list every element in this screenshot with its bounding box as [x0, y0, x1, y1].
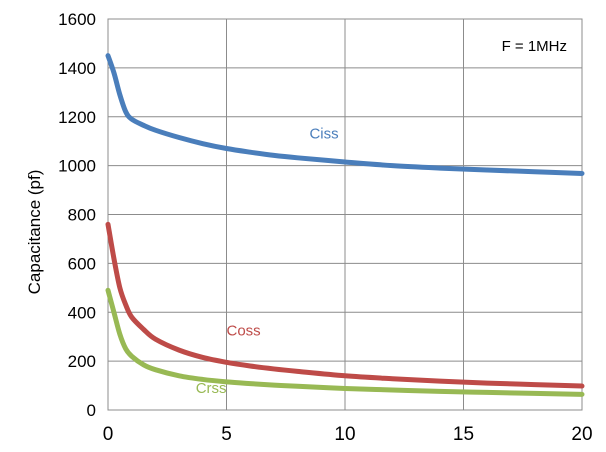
- series-line-coss: [105, 221, 585, 389]
- y-tick-label: 600: [68, 254, 96, 273]
- x-tick-label: 0: [103, 424, 114, 445]
- plot-frame: [107, 18, 583, 411]
- series-layer: [105, 53, 585, 397]
- annotation-box: [466, 28, 578, 62]
- x-tick-label: 15: [453, 424, 474, 445]
- x-tick-label: 5: [221, 424, 232, 445]
- y-tick-label: 400: [68, 303, 96, 322]
- y-axis-label: Capacitance (pf): [25, 170, 44, 295]
- y-tick-label: 800: [68, 206, 96, 225]
- series-label-coss: Coss: [227, 322, 261, 339]
- x-tick-label: 20: [571, 424, 592, 445]
- y-tick-label: 0: [87, 401, 96, 420]
- series-label-crss: Crss: [196, 380, 227, 397]
- label-layer: Ciss Coss Crss: [196, 126, 339, 397]
- y-tick-label: 1200: [58, 108, 96, 127]
- frequency-annotation: F = 1MHz: [502, 38, 567, 55]
- axis-layer: 0 200 400 600 800 1000 1200 1400 1600 0 5 10 15 20: [58, 10, 592, 445]
- y-tick-label: 1000: [58, 157, 96, 176]
- series-label-ciss: Ciss: [309, 126, 338, 143]
- y-tick-label: 200: [68, 352, 96, 371]
- y-tick-label: 1400: [58, 59, 96, 78]
- series-line-ciss: [105, 53, 585, 176]
- series-line-crss: [105, 287, 585, 397]
- x-tick-label: 10: [334, 424, 355, 445]
- y-tick-label: 1600: [58, 10, 96, 29]
